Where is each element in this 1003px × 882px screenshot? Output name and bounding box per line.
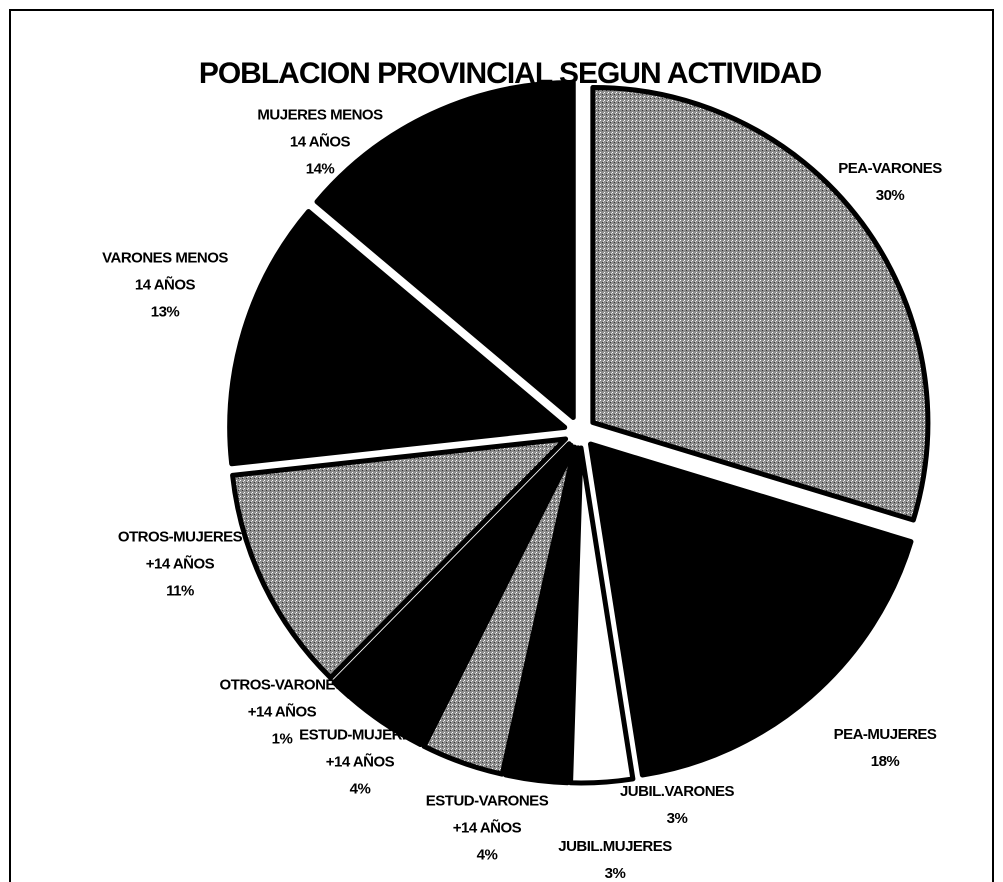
pie-slice bbox=[587, 441, 914, 778]
slice-label: VARONES MENOS 14 AÑOS 13% bbox=[102, 245, 228, 326]
slice-value-label: 13% bbox=[150, 303, 180, 321]
chart-title: POBLACION PROVINCIAL SEGUN ACTIVIDAD bbox=[198, 57, 822, 90]
pie-slice bbox=[503, 445, 581, 786]
slice-label: PEA-VARONES 30% bbox=[838, 155, 942, 209]
slice-label: ESTUD-MUJERES +14 AÑOS 4% bbox=[299, 722, 421, 803]
slice-label: OTROS-MUJERES +14 AÑOS 11% bbox=[118, 524, 243, 605]
slice-label: MUJERES MENOS 14 AÑOS 14% bbox=[257, 102, 383, 183]
slice-value-label: 4% bbox=[476, 846, 498, 864]
pie-slice bbox=[348, 442, 574, 747]
pie-slice bbox=[331, 441, 572, 700]
slice-value-label: 14% bbox=[305, 160, 335, 178]
pie-slice bbox=[590, 84, 931, 523]
pie-slice bbox=[568, 445, 636, 786]
slice-label: PEA-MUJERES 18% bbox=[834, 721, 937, 775]
slice-value-label: 18% bbox=[870, 753, 900, 770]
slice-label: ESTUD-VARONES +14 AÑOS 4% bbox=[426, 788, 549, 869]
slice-value-label: 30% bbox=[875, 187, 905, 204]
slice-value-label: 4% bbox=[349, 780, 371, 798]
slice-value-label: 1% bbox=[271, 730, 293, 748]
frame bbox=[9, 9, 994, 882]
slice-value-label: 3% bbox=[666, 810, 688, 827]
slice-label: JUBIL.MUJERES 3% bbox=[558, 833, 672, 882]
pie-slice bbox=[227, 209, 568, 467]
slice-value-label: 11% bbox=[166, 582, 194, 600]
pie-slice bbox=[314, 79, 576, 420]
slice-value-label: 3% bbox=[604, 865, 626, 882]
slice-label: JUBIL.VARONES 3% bbox=[620, 778, 735, 832]
pie-slice bbox=[421, 444, 578, 777]
pie-slice bbox=[230, 436, 569, 681]
slice-label: OTROS-VARONES +14 AÑOS 1% bbox=[220, 672, 345, 753]
